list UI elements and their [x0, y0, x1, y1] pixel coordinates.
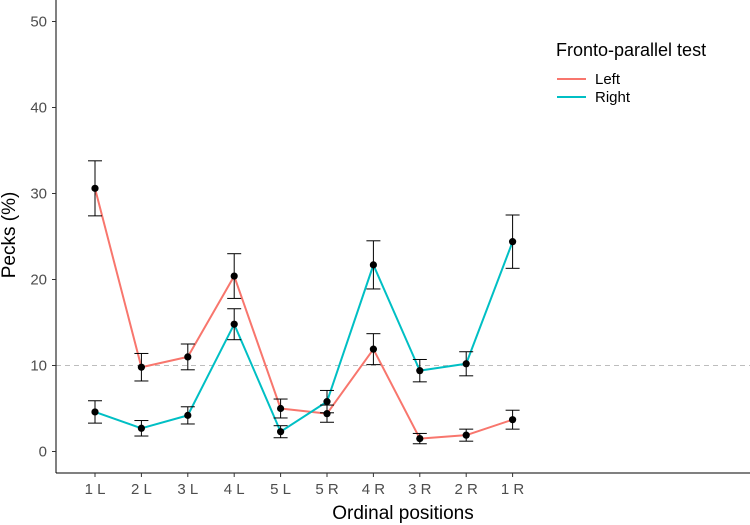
x-tick-label: 1 R	[501, 481, 525, 498]
data-point-left	[462, 431, 470, 439]
data-points	[91, 184, 517, 443]
data-point-left	[91, 184, 99, 192]
axis-layer: 0 10 20 30 40 50 1 L 2 L 3 L 4 L 5 L 5 R 4 R 3 R 2 R 1 …	[30, 0, 750, 498]
data-point-right	[230, 320, 238, 328]
data-point-right	[277, 428, 285, 436]
error-bars	[88, 160, 520, 445]
legend-item-right: Right	[557, 89, 631, 106]
x-tick-label: 1 L	[85, 481, 106, 498]
legend-label-right: Right	[595, 89, 631, 106]
data-point-left	[184, 353, 192, 361]
x-tick-label: 2 R	[455, 481, 479, 498]
data-point-left	[277, 404, 285, 413]
series-line-left	[94, 188, 513, 440]
data-point-left	[416, 435, 424, 443]
data-point-right	[462, 360, 470, 368]
data-point-left	[369, 345, 377, 353]
x-tick-label: 4 L	[224, 481, 245, 498]
series-lines	[94, 188, 514, 440]
y-tick-label: 10	[30, 358, 47, 375]
y-tick-label: 0	[39, 444, 47, 461]
legend-label-left: Left	[595, 71, 621, 88]
x-tick-label: 3 R	[408, 481, 432, 498]
y-tick-label: 30	[30, 186, 47, 203]
x-tick-label: 5 R	[315, 481, 339, 498]
y-tick-label: 40	[30, 100, 47, 117]
data-point-left	[137, 363, 145, 371]
x-tick-label: 5 L	[270, 481, 291, 498]
data-point-right	[91, 408, 99, 416]
y-axis-title: Pecks (%)	[0, 192, 20, 279]
data-point-right	[184, 411, 192, 419]
x-axis-title: Ordinal positions	[332, 503, 474, 524]
x-tick-label: 2 L	[131, 481, 152, 498]
data-point-right	[137, 424, 145, 432]
legend-title: Fronto-parallel test	[556, 40, 706, 60]
x-tick-label: 3 L	[177, 481, 198, 498]
x-tick-label: 4 R	[362, 481, 386, 498]
data-point-right	[323, 398, 331, 406]
legend-item-left: Left	[557, 71, 621, 88]
data-point-right	[369, 261, 377, 269]
y-tick-label: 50	[30, 14, 47, 31]
y-tick-label: 20	[30, 272, 47, 289]
data-point-left	[230, 272, 238, 280]
data-point-left	[508, 416, 517, 424]
data-point-right	[416, 367, 424, 375]
data-point-left	[323, 410, 331, 418]
series-line-right	[94, 241, 514, 433]
data-point-right	[508, 238, 517, 246]
